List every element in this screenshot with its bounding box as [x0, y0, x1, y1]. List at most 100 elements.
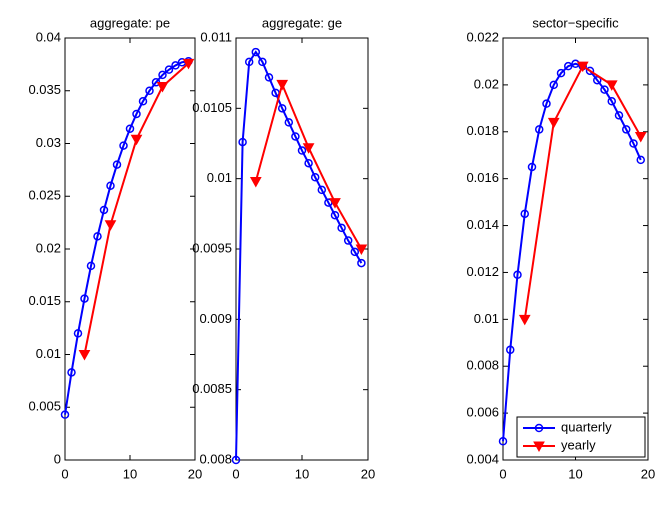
marker-circle	[350, 247, 360, 257]
y-tick-label: 0.025	[28, 188, 61, 203]
y-tick-label: 0.0105	[192, 100, 232, 115]
marker-circle	[244, 57, 254, 67]
marker-circle	[119, 141, 128, 150]
y-tick-label: 0.012	[466, 264, 499, 279]
legend-label: quarterly	[561, 419, 612, 434]
marker-circle	[112, 160, 122, 169]
marker-circle	[231, 455, 241, 465]
marker-circle	[86, 261, 96, 271]
marker-circle	[330, 210, 340, 220]
marker-circle	[622, 125, 631, 134]
marker-circle	[556, 68, 566, 78]
marker-triangle	[276, 79, 289, 91]
marker-circle	[258, 57, 267, 67]
chart-title: sector−specific	[532, 15, 619, 30]
y-tick-label: 0.014	[466, 217, 499, 232]
x-tick-label: 20	[361, 466, 375, 481]
y-tick-label: 0.02	[36, 240, 61, 255]
plot-area	[235, 37, 369, 461]
y-tick-label: 0.01	[36, 346, 61, 361]
y-tick-label: 0	[54, 451, 61, 466]
marker-circle	[513, 270, 522, 280]
marker-triangle	[576, 61, 589, 73]
marker-triangle	[355, 244, 368, 256]
y-tick-label: 0.0085	[192, 381, 232, 396]
marker-circle	[277, 104, 287, 113]
marker-triangle	[182, 58, 195, 70]
y-tick-label: 0.022	[466, 29, 499, 44]
y-tick-label: 0.01	[474, 311, 499, 326]
plot-area	[64, 37, 196, 461]
marker-circle	[138, 97, 148, 106]
y-tick-label: 0.009	[199, 311, 232, 326]
y-tick-label: 0.006	[466, 405, 499, 420]
marker-circle	[636, 155, 645, 165]
marker-circle	[337, 223, 346, 233]
series-line	[64, 60, 189, 415]
chart-title: aggregate: pe	[90, 15, 170, 30]
y-tick-label: 0.0095	[192, 240, 232, 255]
marker-circle	[132, 109, 141, 119]
marker-circle	[310, 173, 320, 182]
marker-circle	[264, 73, 274, 82]
y-tick-label: 0.011	[200, 29, 232, 44]
marker-circle	[73, 329, 83, 338]
marker-circle	[238, 137, 247, 147]
marker-triangle	[104, 220, 117, 231]
x-tick-label: 20	[188, 466, 202, 481]
x-tick-label: 0	[61, 466, 68, 481]
marker-triangle	[249, 176, 262, 188]
marker-circle	[607, 97, 616, 106]
marker-circle	[164, 65, 174, 74]
series-line	[235, 50, 363, 461]
marker-circle	[343, 236, 353, 245]
x-tick-label: 10	[123, 466, 137, 481]
x-tick-label: 20	[641, 466, 655, 481]
marker-triangle	[78, 350, 91, 361]
marker-circle	[520, 209, 529, 219]
marker-circle	[585, 66, 595, 76]
marker-circle	[600, 85, 609, 94]
marker-triangle	[156, 82, 169, 93]
marker-circle	[317, 185, 327, 195]
marker-circle	[291, 132, 300, 141]
y-tick-label: 0.016	[466, 170, 499, 185]
marker-circle	[125, 124, 135, 133]
y-tick-label: 0.01	[207, 170, 232, 185]
marker-circle	[67, 368, 76, 377]
x-tick-label: 10	[295, 466, 309, 481]
y-tick-label: 0.005	[28, 399, 61, 414]
marker-circle	[171, 61, 180, 70]
marker-triangle	[547, 117, 560, 129]
y-tick-label: 0.02	[474, 76, 499, 91]
y-tick-label: 0.008	[199, 451, 232, 466]
marker-circle	[534, 423, 544, 433]
chart-title: aggregate: ge	[262, 15, 342, 30]
marker-circle	[251, 47, 261, 57]
marker-circle	[549, 80, 558, 90]
marker-circle	[93, 232, 102, 241]
marker-triangle	[605, 80, 618, 91]
y-tick-label: 0.035	[28, 82, 61, 97]
marker-triangle	[302, 143, 315, 154]
marker-circle	[564, 61, 573, 71]
marker-circle	[60, 410, 70, 419]
y-tick-label: 0.008	[466, 358, 499, 373]
y-tick-label: 0.004	[466, 451, 499, 466]
legend-label: yearly	[561, 437, 596, 452]
marker-circle	[542, 99, 551, 108]
marker-circle	[304, 158, 313, 168]
marker-triangle	[533, 441, 545, 453]
marker-circle	[284, 118, 294, 127]
marker-circle	[498, 436, 508, 446]
marker-triangle	[518, 314, 531, 326]
marker-circle	[506, 345, 515, 355]
x-tick-label: 10	[568, 466, 582, 481]
marker-circle	[614, 111, 624, 120]
marker-circle	[357, 258, 366, 268]
marker-circle	[629, 139, 638, 148]
marker-triangle	[130, 134, 143, 146]
marker-circle	[158, 70, 167, 80]
